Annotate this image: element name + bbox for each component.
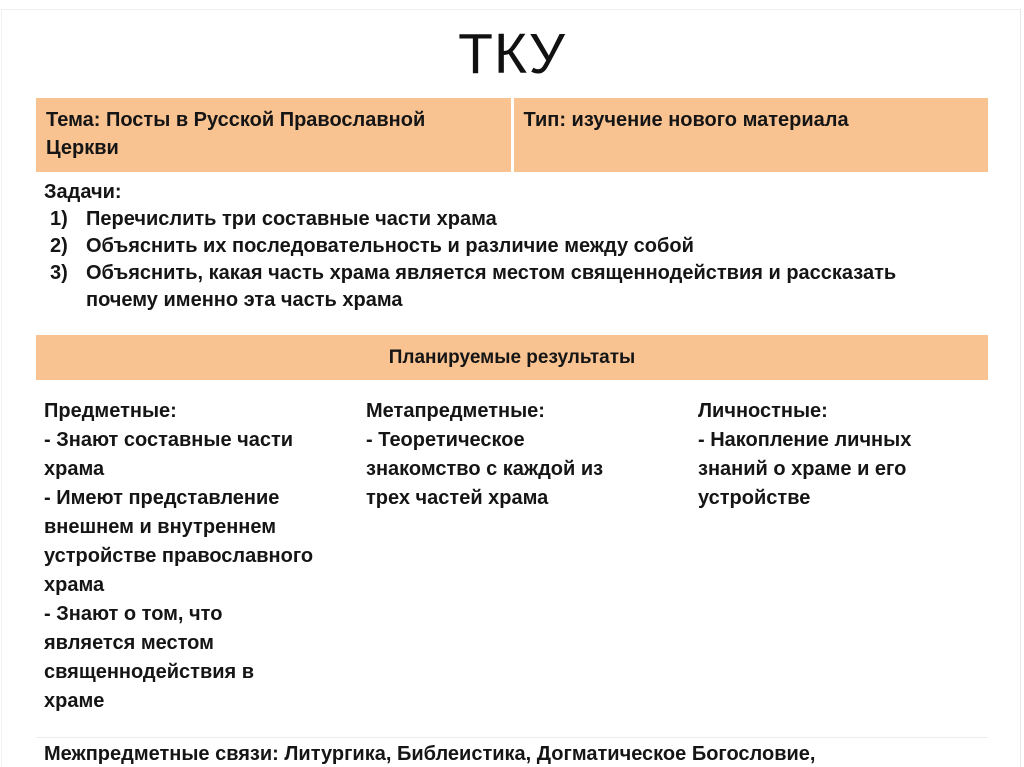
planned-results-header: Планируемые результаты: [36, 335, 988, 380]
task-text: Объяснить, какая часть храма является ме…: [86, 262, 897, 311]
task-item: 3) Объяснить, какая часть храма является…: [44, 260, 980, 314]
task-text: Объяснить их последовательность и различ…: [86, 235, 694, 257]
header-row: Тема: Посты в Русской Православной Церкв…: [36, 98, 988, 172]
topic-cell: Тема: Посты в Русской Православной Церкв…: [36, 98, 511, 172]
results-column-personal: Личностные: - Накопление личных знаний о…: [690, 383, 988, 716]
results-column-subject: Предметные: - Знают составные части храм…: [36, 383, 358, 716]
column-title: Метапредметные:: [366, 400, 545, 422]
task-number: 1): [50, 208, 68, 230]
slide-border-right: [1020, 9, 1021, 767]
tasks-section: Задачи: 1) Перечислить три составные час…: [36, 172, 988, 335]
task-item: 2) Объяснить их последовательность и раз…: [44, 233, 980, 260]
lesson-type-cell: Тип: изучение нового материала: [513, 98, 988, 172]
lesson-plan-table: Тема: Посты в Русской Православной Церкв…: [36, 98, 988, 767]
column-body: - Знают составные части храма - Имеют пр…: [44, 429, 314, 712]
column-body: - Накопление личных знаний о храме и его…: [698, 429, 912, 509]
slide-border-left: [1, 9, 2, 767]
column-title: Предметные:: [44, 400, 177, 422]
results-column-metasubject: Метапредметные: - Теоретическое знакомст…: [358, 383, 690, 716]
task-number: 3): [50, 262, 68, 284]
task-number: 2): [50, 235, 68, 257]
interdisciplinary-row: Межпредметные связи: Литургика, Библеист…: [36, 737, 988, 767]
task-item: 1) Перечислить три составные части храма: [44, 206, 980, 233]
column-title: Личностные:: [698, 400, 828, 422]
interdisciplinary-text: Межпредметные связи: Литургика, Библеист…: [44, 743, 816, 765]
task-text: Перечислить три составные части храма: [86, 208, 497, 230]
slide-border-top: [2, 9, 1021, 10]
slide-title: ТКУ: [458, 22, 566, 86]
tasks-label: Задачи:: [44, 181, 122, 203]
results-columns: Предметные: - Знают составные части храм…: [36, 383, 988, 716]
column-body: - Теоретическое знакомство с каждой из т…: [366, 429, 604, 509]
